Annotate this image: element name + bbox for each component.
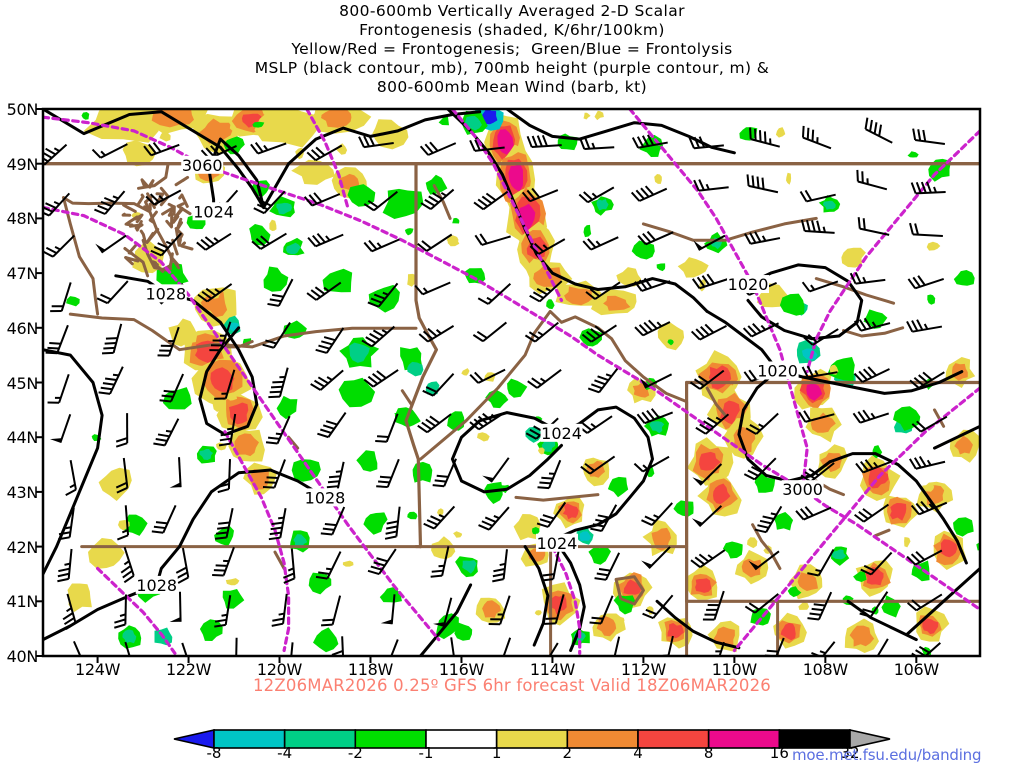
svg-text:3000: 3000 <box>782 480 823 499</box>
svg-text:1024: 1024 <box>541 424 582 443</box>
mslp-label-6: 1020 <box>727 275 769 294</box>
lat-label-45N: 45N <box>0 374 38 393</box>
svg-text:1028: 1028 <box>305 488 346 507</box>
lat-label-44N: 44N <box>0 428 38 447</box>
svg-text:1020: 1020 <box>728 275 769 294</box>
svg-text:1024: 1024 <box>537 534 578 553</box>
lat-label-48N: 48N <box>0 209 38 228</box>
svg-text:1020: 1020 <box>757 361 798 380</box>
colorbar-tick-1: 1 <box>477 744 517 762</box>
colorbar-tick-2: 2 <box>547 744 587 762</box>
svg-text:3060: 3060 <box>182 156 223 175</box>
lat-label-47N: 47N <box>0 264 38 283</box>
lat-label-50N: 50N <box>0 100 38 119</box>
colorbar-tick--1: -1 <box>406 744 446 762</box>
colorbar-tick--4: -4 <box>265 744 305 762</box>
lat-label-41N: 41N <box>0 592 38 611</box>
forecast-caption: 12Z06MAR2026 0.25º GFS 6hr forecast Vali… <box>0 676 1024 695</box>
mslp-label-4: 1028 <box>136 576 178 595</box>
mslp-label-3: 1024 <box>536 534 578 553</box>
mslp-label-0: 1024 <box>193 202 235 221</box>
lat-label-46N: 46N <box>0 319 38 338</box>
mslp-label-2: 1024 <box>541 424 583 443</box>
lat-label-40N: 40N <box>0 647 38 666</box>
colorbar-tick--2: -2 <box>335 744 375 762</box>
height-label-0: 3060 <box>181 156 223 175</box>
mslp-label-7: 1020 <box>757 361 799 380</box>
colorbar-tick-8: 8 <box>689 744 729 762</box>
lat-label-43N: 43N <box>0 483 38 502</box>
mslp-label-5: 1028 <box>304 488 346 507</box>
height-label-1: 3000 <box>782 480 824 499</box>
lat-label-42N: 42N <box>0 538 38 557</box>
svg-text:1024: 1024 <box>193 202 234 221</box>
colorbar-tick-4: 4 <box>618 744 658 762</box>
mslp-label-1: 1028 <box>145 284 187 303</box>
colorbar-tick--8: -8 <box>194 744 234 762</box>
site-watermark: moe.met.fsu.edu/banding <box>792 746 981 764</box>
svg-text:1028: 1028 <box>136 576 177 595</box>
lat-label-49N: 49N <box>0 155 38 174</box>
svg-text:1028: 1028 <box>145 284 186 303</box>
